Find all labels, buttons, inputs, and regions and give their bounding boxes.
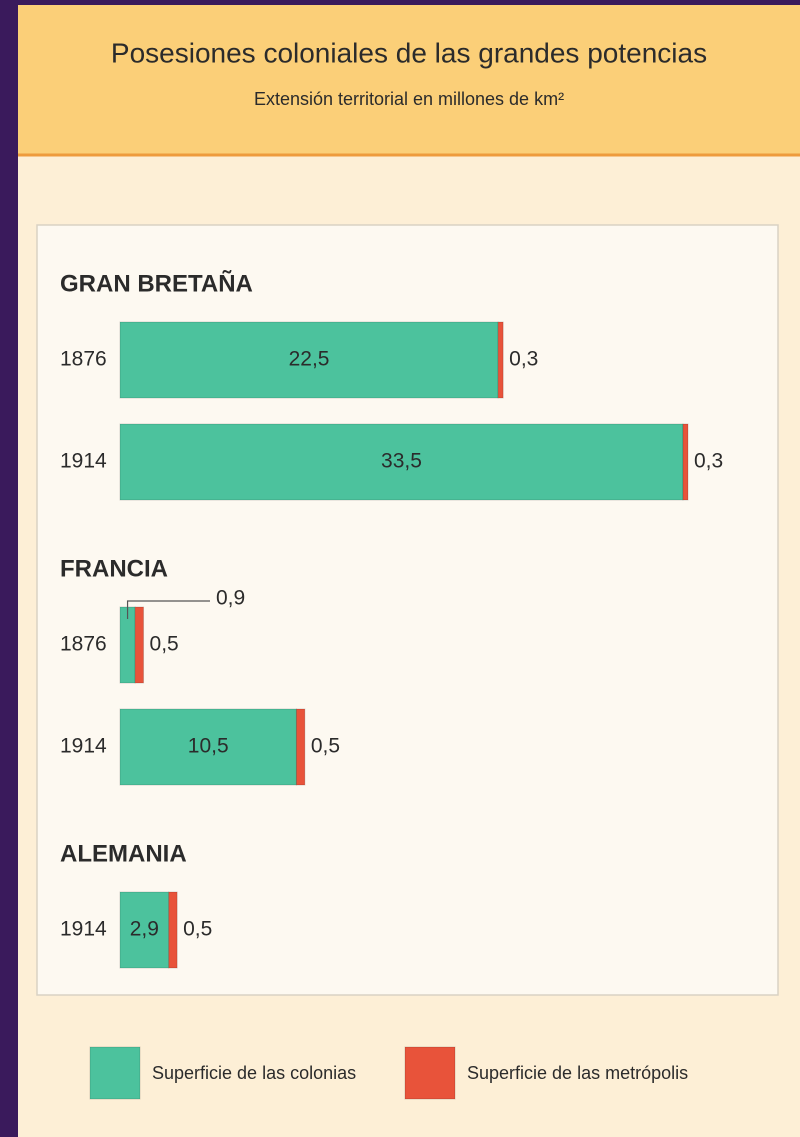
value-label: 0,3 (509, 348, 538, 371)
chart-title: Posesiones coloniales de las grandes pot… (111, 37, 707, 68)
value-label: 0,3 (694, 450, 723, 473)
bar-segment (682, 423, 689, 501)
callout-line (126, 600, 210, 619)
legend-label: Superficie de las metrópolis (467, 1063, 688, 1083)
category-label: 1914 (60, 918, 107, 941)
category-label: 1914 (60, 735, 107, 758)
header (18, 5, 800, 155)
bar-segment (119, 321, 499, 399)
value-label: 22,5 (289, 348, 330, 371)
legend-swatch (89, 1046, 141, 1100)
bar-segment (295, 708, 306, 786)
legend-swatch (404, 1046, 456, 1100)
value-label: 0,9 (216, 587, 245, 610)
group-label: ALEMANIA (60, 840, 187, 867)
bar-segment (119, 423, 684, 501)
chart-subtitle: Extensión territorial en millones de km² (254, 89, 564, 109)
category-label: 1876 (60, 633, 107, 656)
group-label: GRAN BRETAÑA (60, 269, 253, 297)
category-label: 1914 (60, 450, 107, 473)
value-label: 0,5 (311, 735, 340, 758)
value-label: 10,5 (188, 735, 229, 758)
bar-segment (168, 891, 178, 969)
category-label: 1876 (60, 348, 107, 371)
group-label: FRANCIA (60, 555, 168, 582)
value-label: 0,5 (150, 633, 179, 656)
legend-label: Superficie de las colonias (152, 1063, 356, 1083)
bar-segment (134, 606, 145, 684)
bar-segment (497, 321, 504, 399)
value-label: 0,5 (183, 918, 212, 941)
value-label: 33,5 (381, 450, 422, 473)
value-label: 2,9 (130, 918, 159, 941)
